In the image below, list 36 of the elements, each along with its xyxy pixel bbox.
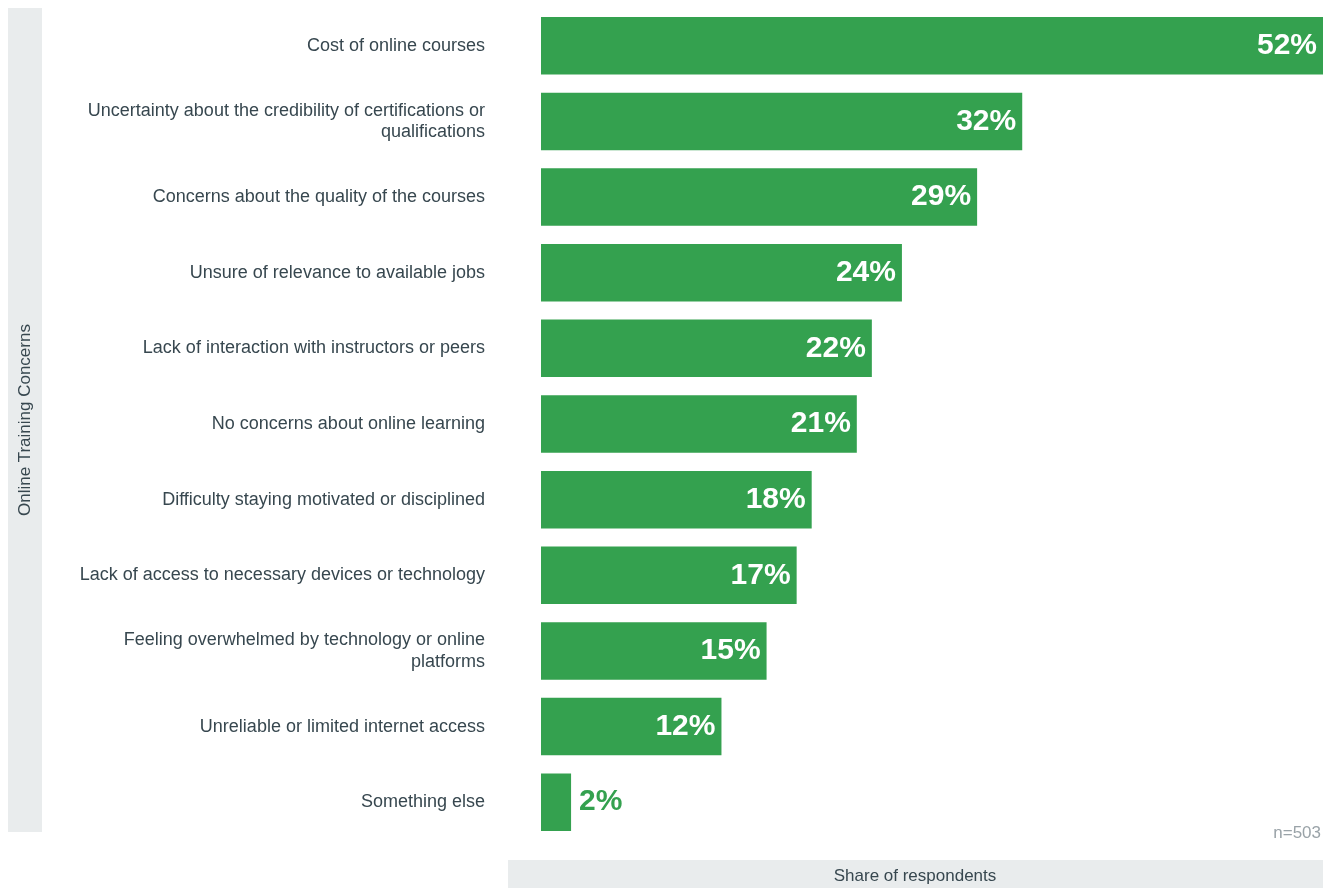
- y-tick-label: Uncertainty about the credibility of certifications or qualifications: [87, 99, 485, 142]
- y-tick-label: Cost of online courses: [306, 34, 485, 55]
- y-tick-label: Lack of interaction with instructors or peers: [142, 337, 485, 358]
- data-label: 18%: [745, 480, 806, 514]
- y-tick-label: No concerns about online learning: [211, 412, 485, 433]
- bar: [541, 319, 872, 378]
- bar: [541, 395, 857, 453]
- bar: [541, 17, 1323, 75]
- data-label: 32%: [956, 102, 1017, 136]
- data-label: 2%: [579, 783, 623, 817]
- y-tick-label: Unsure of relevance to available jobs: [189, 261, 485, 282]
- data-label: 29%: [911, 178, 972, 212]
- bar: [541, 546, 797, 605]
- bar: [541, 168, 978, 226]
- bar: [541, 622, 767, 680]
- y-tick-label: Concerns about the quality of the courses: [152, 186, 485, 207]
- bar: [541, 470, 812, 529]
- bar: [541, 773, 572, 831]
- data-label: 24%: [835, 253, 896, 287]
- bar: [541, 92, 1023, 151]
- x-axis-title: Share of respondents: [833, 865, 997, 885]
- data-label: 17%: [730, 556, 791, 590]
- data-label: 52%: [1256, 27, 1317, 61]
- data-label: 12%: [655, 707, 716, 741]
- y-tick-label: Feeling overwhelmed by technology or online platforms: [123, 629, 485, 671]
- y-axis-title: Online Training Concerns: [14, 324, 34, 516]
- data-label: 22%: [805, 329, 866, 363]
- y-tick-label: Difficulty staying motivated or disciplined: [162, 488, 485, 509]
- y-tick-label: Unreliable or limited internet access: [199, 715, 485, 736]
- y-tick-label: Something else: [360, 791, 485, 812]
- y-tick-label: Lack of access to necessary devices or technology: [79, 564, 485, 585]
- bar: [541, 697, 722, 756]
- annotation: n=503: [1273, 823, 1321, 843]
- data-label: 15%: [700, 632, 761, 666]
- data-label: 21%: [790, 405, 851, 439]
- bar: [541, 243, 902, 302]
